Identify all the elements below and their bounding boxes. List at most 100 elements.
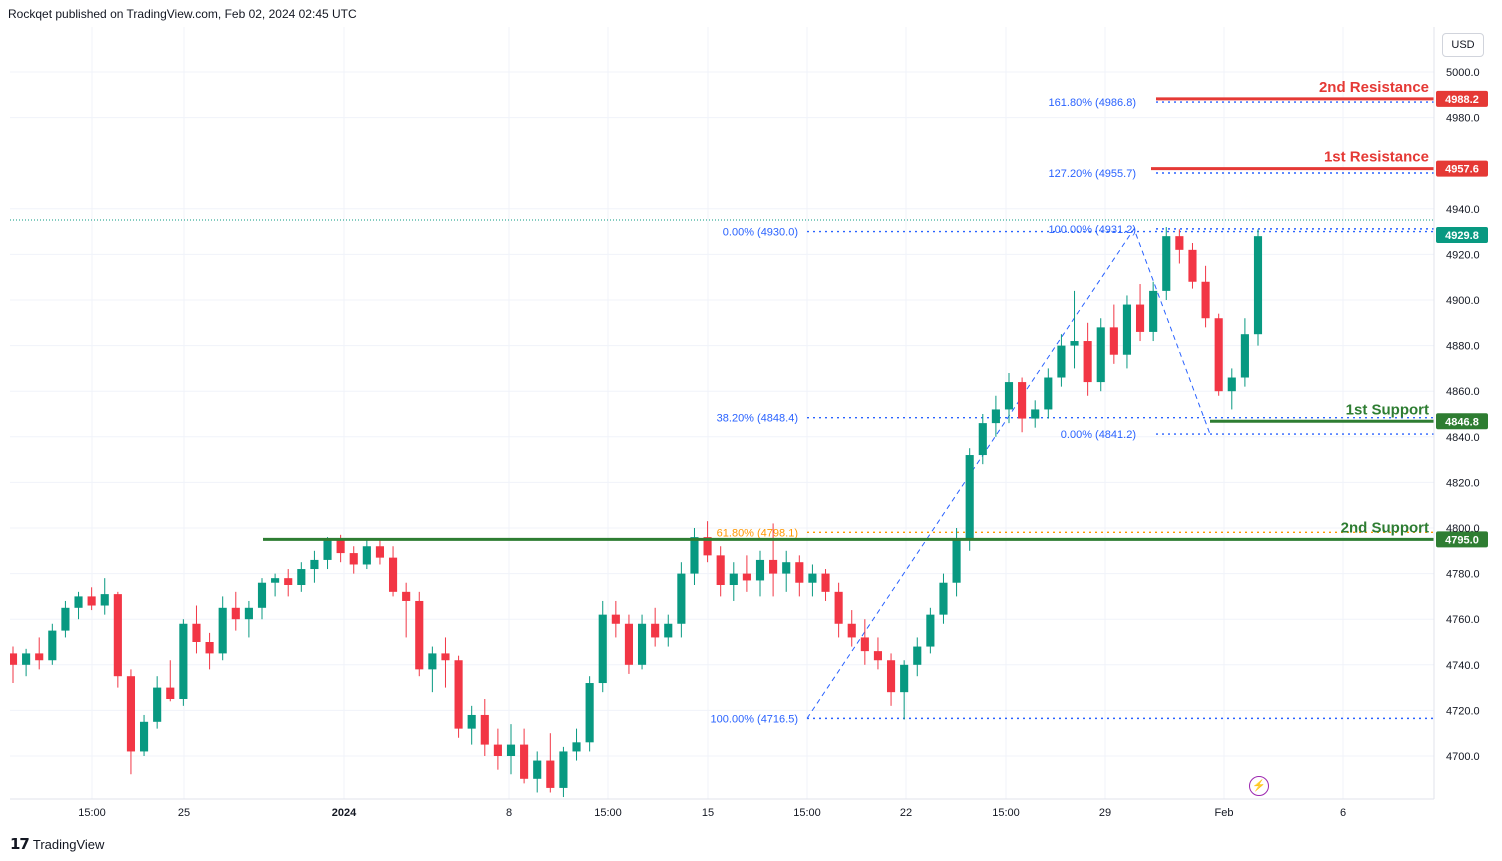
candle-body [297, 569, 306, 585]
x-tick-label: 2024 [332, 807, 357, 819]
candle-body [336, 539, 345, 554]
candle-body [1070, 341, 1079, 346]
y-tick-label: 5000.0 [1446, 67, 1480, 79]
fib-level-label: 0.00% (4841.2) [1061, 429, 1136, 441]
price-badge-label: 4957.6 [1445, 164, 1479, 176]
publisher-header: Rockqet published on TradingView.com, Fe… [8, 7, 357, 21]
fib-trend-line [806, 227, 1211, 719]
candle-body [87, 596, 96, 606]
candle-body [978, 423, 987, 456]
x-tick-label: 15:00 [793, 807, 821, 819]
y-tick-label: 4820.0 [1446, 477, 1480, 489]
candle-body [323, 539, 332, 560]
price-badge [1436, 160, 1488, 177]
y-tick-label: 4720.0 [1446, 705, 1480, 717]
candle-body [441, 653, 450, 661]
candle-body [1018, 382, 1027, 419]
candle-body [585, 683, 594, 743]
candle-body [506, 744, 516, 756]
candle-body [1214, 318, 1223, 392]
x-tick-label: 29 [1099, 807, 1111, 819]
brand-name: TradingView [32, 836, 105, 852]
candle-body [1122, 304, 1132, 355]
candle-body [271, 578, 280, 583]
price-badge-label: 4795.0 [1445, 534, 1479, 546]
candle-body [454, 660, 463, 729]
x-tick-label: 15:00 [992, 807, 1020, 819]
candle-body [284, 578, 293, 585]
y-tick-label: 4840.0 [1446, 432, 1480, 444]
lightning-icon[interactable]: ⚡ [1249, 776, 1269, 796]
candle-body [952, 539, 961, 583]
price-badge [1436, 413, 1488, 430]
key-level-name: 1st Resistance [1324, 149, 1429, 166]
tradingview-logo[interactable]: 17 TradingView [10, 835, 104, 853]
y-tick-label: 4900.0 [1446, 295, 1480, 307]
currency-selector[interactable]: USD [1442, 33, 1484, 57]
key-level-name: 2nd Resistance [1319, 79, 1429, 96]
candle-body [375, 546, 385, 558]
candle-body [139, 721, 149, 752]
x-tick-label: 22 [900, 807, 912, 819]
price-chart[interactable]: 0.00% (4930.0) 38.20% (4848.4) 61.80% (479… [10, 27, 1492, 827]
candle-body [1162, 236, 1171, 291]
candle-body [690, 537, 699, 574]
y-tick-label: 4980.0 [1446, 113, 1480, 125]
key-level-name: 1st Support [1346, 401, 1429, 418]
candle-body [113, 594, 122, 677]
candle-body [48, 630, 57, 661]
y-tick-label: 4760.0 [1446, 614, 1480, 626]
candle-body [1109, 327, 1118, 355]
candle-body [965, 455, 974, 540]
chart-area[interactable]: 0.00% (4930.0) 38.20% (4848.4) 61.80% (479… [10, 27, 1492, 827]
candle-body [1044, 377, 1053, 410]
y-tick-label: 4740.0 [1446, 660, 1480, 672]
candle-body [559, 751, 568, 788]
candle-body [349, 553, 358, 565]
candle-body [22, 653, 31, 665]
chart-background [10, 27, 1492, 827]
fib-level-label: 100.00% (4931.2) [1049, 224, 1136, 236]
candle-body [415, 600, 424, 670]
candle-body [926, 614, 935, 647]
candle-body [847, 623, 856, 638]
candle-body [637, 623, 647, 665]
candle-body [533, 760, 542, 779]
candle-body [900, 664, 909, 693]
x-tick-label: 15:00 [78, 807, 106, 819]
candle-body [716, 555, 725, 585]
candle-body [808, 573, 817, 583]
candle-body [1031, 409, 1040, 419]
candle-body [991, 409, 1000, 424]
candle-body [821, 573, 830, 592]
candle-body [624, 623, 634, 665]
y-tick-label: 4880.0 [1446, 341, 1480, 353]
candle-body [1175, 236, 1184, 250]
x-tick-label: 15:00 [594, 807, 622, 819]
candle-body [1135, 304, 1145, 332]
candle-body [428, 653, 437, 670]
candle-body [703, 537, 712, 556]
fib-level-label: 127.20% (4955.7) [1049, 168, 1136, 180]
price-badge [1436, 531, 1488, 548]
candle-body [1004, 382, 1014, 410]
candle-body [939, 582, 948, 615]
candle-body [231, 607, 240, 620]
candle-body [1253, 236, 1263, 335]
candle-body [873, 651, 883, 661]
fib-level-label: 0.00% (4930.0) [723, 227, 798, 239]
candle-body [10, 653, 18, 665]
candle-body [1057, 345, 1066, 378]
candle-body [860, 637, 869, 652]
fib-level-label: 61.80% (4798.1) [717, 527, 798, 539]
candle-body [520, 744, 529, 779]
candle-body [572, 742, 581, 752]
candle-body [755, 559, 765, 581]
candle-body [218, 607, 227, 654]
candle-body [205, 642, 214, 654]
candle-body [651, 623, 660, 638]
candle-body [795, 562, 804, 583]
candle-body [1188, 249, 1197, 282]
candle-body [244, 607, 253, 620]
candle-body [61, 607, 70, 631]
